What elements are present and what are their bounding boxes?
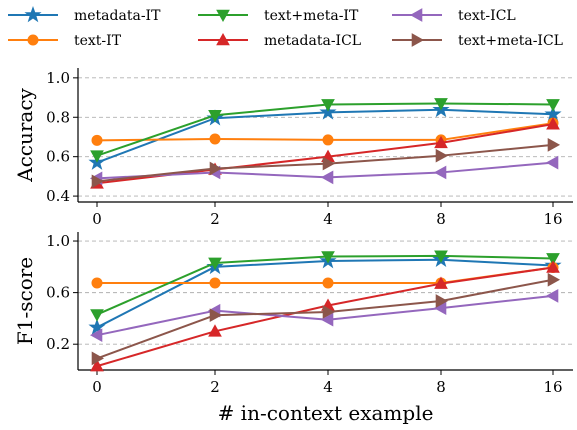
data-point-accuracy-metadata-icl-8 <box>434 135 448 149</box>
legend-marker-text-meta-it <box>216 9 230 23</box>
data-point-accuracy-text-icl-4 <box>320 170 334 185</box>
data-point-accuracy-text-it-2 <box>209 133 221 145</box>
data-point-f1-score-text-meta-icl-0 <box>91 351 105 366</box>
data-point-accuracy-text-meta-it-8 <box>434 98 448 111</box>
data-point-accuracy-text-meta-icl-0 <box>91 174 105 189</box>
xtick-label-accuracy-3: 8 <box>436 210 446 228</box>
data-point-f1-score-text-meta-it-2 <box>208 257 222 270</box>
data-point-f1-score-text-meta-icl-16 <box>547 272 561 287</box>
xtick-label-accuracy-2: 4 <box>323 210 333 228</box>
series-f1-score-text-meta-icl <box>91 272 561 366</box>
xtick-label-accuracy-0: 0 <box>92 210 102 228</box>
data-point-accuracy-text-meta-icl-4 <box>322 156 336 171</box>
legend-label-text-meta-it: text+meta-IT <box>264 8 359 24</box>
data-point-accuracy-text-icl-8 <box>433 165 447 180</box>
ytick-label-accuracy-1: 0.6 <box>46 148 70 166</box>
legend-item-text-icl: text-ICL <box>392 8 516 24</box>
data-point-f1-score-metadata-icl-2 <box>208 324 222 337</box>
legend-marker-text-it <box>27 34 39 46</box>
data-point-f1-score-text-meta-icl-8 <box>435 294 449 308</box>
series-accuracy-text-meta-it <box>90 98 560 163</box>
series-accuracy-text-it <box>91 117 559 146</box>
xtick-label-accuracy-1: 2 <box>210 210 220 228</box>
data-point-f1-score-text-it-2 <box>209 277 221 289</box>
data-point-f1-score-text-meta-icl-4 <box>322 305 336 319</box>
ytick-label-accuracy-2: 0.8 <box>46 108 70 126</box>
legend-marker-text-meta-icl <box>411 33 425 47</box>
panel-accuracy: 0.4 0.6 0.8 1.0 0 2 4 8 16 Accuracy <box>13 68 573 228</box>
legend-item-metadata-it: metadata-IT <box>8 5 161 24</box>
legend-label-text-icl: text-ICL <box>458 8 516 24</box>
data-point-accuracy-metadata-icl-16 <box>546 117 560 130</box>
data-point-f1-score-text-it-0 <box>91 277 103 289</box>
data-point-f1-score-text-meta-it-16 <box>546 253 560 266</box>
ytick-label-f1-score-1: 0.6 <box>46 284 70 302</box>
xtick-label-f1-score-3: 8 <box>436 378 446 396</box>
xlabel: # in-context example <box>218 401 434 425</box>
legend-item-text-it: text-IT <box>8 33 122 49</box>
xtick-label-accuracy-4: 16 <box>543 210 562 228</box>
xtick-label-f1-score-1: 2 <box>210 378 220 396</box>
legend-label-text-meta-icl: text+meta-ICL <box>458 33 563 49</box>
series-accuracy-text-meta-icl <box>91 138 561 189</box>
ytick-label-accuracy-0: 0.4 <box>46 187 70 205</box>
data-point-f1-score-metadata-icl-16 <box>546 260 560 273</box>
legend: metadata-IT text+meta-IT text-ICL text-IT me… <box>8 5 563 49</box>
data-point-f1-score-text-meta-it-4 <box>321 251 335 264</box>
data-point-accuracy-text-meta-icl-2 <box>209 161 223 176</box>
data-point-f1-score-text-it-4 <box>322 277 334 289</box>
data-point-accuracy-text-meta-icl-16 <box>547 138 561 152</box>
ytick-label-f1-score-2: 1.0 <box>46 232 70 250</box>
legend-item-text-meta-it: text+meta-IT <box>198 8 359 24</box>
legend-item-metadata-icl: metadata-ICL <box>198 32 361 49</box>
data-point-accuracy-text-it-4 <box>322 134 334 146</box>
xtick-label-f1-score-0: 0 <box>92 378 102 396</box>
legend-marker-metadata-icl <box>216 32 230 46</box>
data-point-accuracy-text-meta-it-4 <box>321 99 335 112</box>
data-point-f1-score-text-icl-0 <box>89 328 103 343</box>
legend-label-text-it: text-IT <box>74 33 122 49</box>
data-point-accuracy-text-meta-icl-8 <box>435 148 449 163</box>
data-point-f1-score-metadata-icl-8 <box>434 276 448 289</box>
data-point-f1-score-text-icl-4 <box>320 312 334 327</box>
data-point-f1-score-text-meta-icl-2 <box>209 308 223 323</box>
data-point-f1-score-text-meta-it-8 <box>434 250 448 263</box>
data-point-accuracy-text-meta-it-16 <box>546 99 560 112</box>
ytick-label-accuracy-3: 1.0 <box>46 69 70 87</box>
xtick-label-f1-score-2: 4 <box>323 378 333 396</box>
legend-label-metadata-icl: metadata-ICL <box>264 33 361 49</box>
panel-f1-score: 0.2 0.6 1.0 0 2 4 8 16 F1-score <box>13 232 573 396</box>
data-point-accuracy-text-it-0 <box>91 134 103 146</box>
data-point-f1-score-text-icl-16 <box>545 288 559 303</box>
series-f1-score-text-meta-it <box>90 250 560 322</box>
legend-marker-metadata-it <box>24 5 42 23</box>
legend-item-text-meta-icl: text+meta-ICL <box>392 33 563 49</box>
xtick-label-f1-score-4: 16 <box>543 378 562 396</box>
ytick-label-f1-score-0: 0.2 <box>46 335 70 353</box>
data-point-f1-score-text-meta-it-0 <box>90 309 104 322</box>
legend-marker-text-icl <box>409 8 423 22</box>
data-point-accuracy-metadata-it-4 <box>319 103 337 120</box>
data-point-accuracy-text-icl-16 <box>545 155 559 170</box>
legend-label-metadata-it: metadata-IT <box>74 8 161 24</box>
data-point-accuracy-text-meta-it-2 <box>208 109 222 123</box>
data-point-accuracy-text-meta-it-0 <box>90 150 104 163</box>
ylabel-accuracy: Accuracy <box>13 87 37 182</box>
ylabel-f1-score: F1-score <box>13 257 37 345</box>
data-point-f1-score-metadata-it-0 <box>88 318 106 335</box>
data-point-f1-score-metadata-icl-0 <box>90 359 104 372</box>
